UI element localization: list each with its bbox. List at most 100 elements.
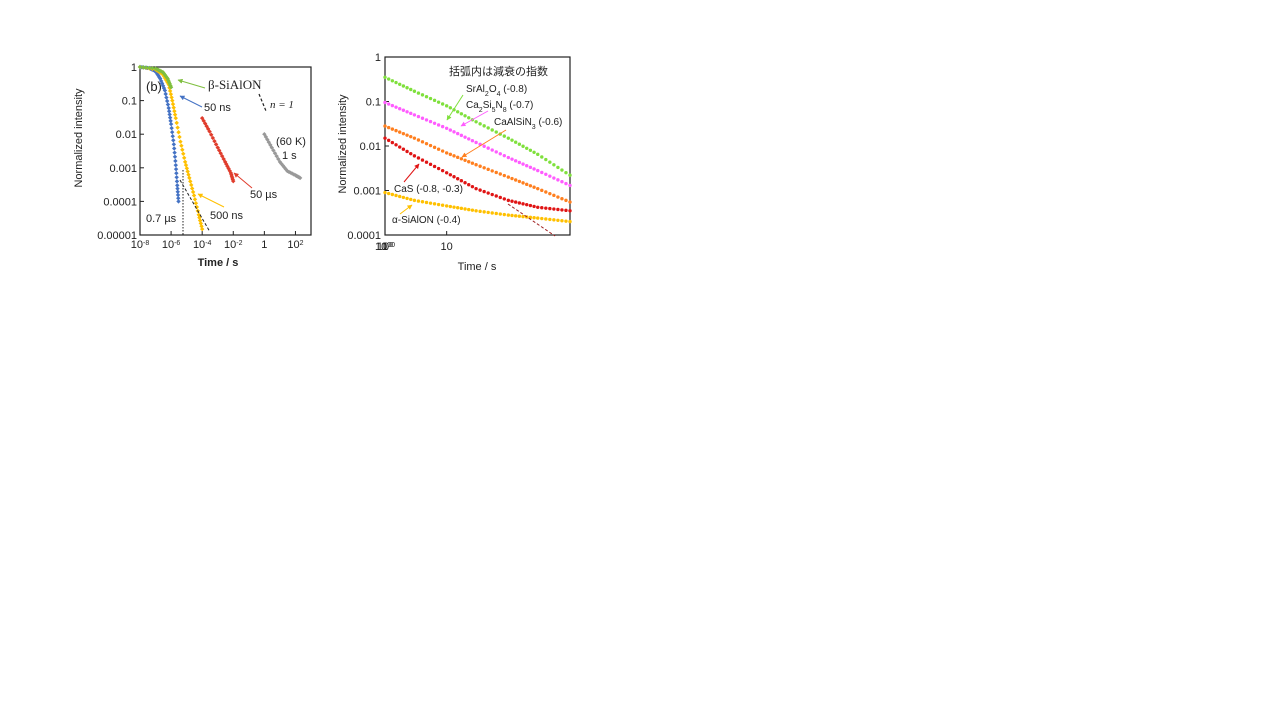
data-point [162, 88, 168, 93]
data-point [517, 179, 522, 184]
data-point [510, 199, 514, 203]
data-point [386, 102, 391, 106]
data-point [436, 147, 441, 151]
data-point [182, 159, 188, 165]
data-point [420, 200, 425, 204]
data-point [164, 95, 169, 100]
y-tick-label: 0.01 [116, 129, 137, 141]
right-y-axis-label: Normalized intensity [337, 94, 349, 194]
data-point [448, 173, 453, 177]
data-point [401, 147, 406, 151]
data-point [470, 139, 475, 143]
data-point [498, 212, 502, 216]
title-arrow [177, 78, 206, 89]
data-point [276, 156, 281, 162]
data-point [482, 124, 486, 128]
data-point [432, 202, 437, 206]
arrow-500ns [197, 193, 225, 208]
data-point [568, 200, 572, 204]
data-point [420, 140, 425, 144]
data-point [394, 105, 398, 109]
right-x-axis-label: Time / s [458, 261, 497, 273]
data-point [540, 216, 544, 221]
data-point [409, 87, 413, 92]
data-point [424, 200, 429, 205]
legend-asialon: α-SiAlON (-0.4) [392, 215, 461, 226]
data-point [394, 128, 398, 133]
x-tick-label: 100 [377, 241, 393, 253]
data-point [420, 116, 425, 120]
data-point [428, 96, 433, 101]
data-point [525, 146, 529, 150]
data-point [456, 177, 460, 181]
data-point [564, 219, 568, 223]
data-point [416, 156, 421, 160]
data-point [544, 217, 548, 221]
data-point [405, 110, 409, 114]
data-point [390, 79, 395, 83]
data-point [490, 211, 494, 215]
data-point [405, 149, 409, 154]
data-point [521, 181, 525, 185]
data-point [170, 101, 176, 107]
data-point [199, 226, 205, 232]
data-point [398, 82, 402, 86]
data-point [269, 145, 274, 150]
data-point [386, 138, 391, 143]
data-point [172, 150, 177, 155]
y-tick-label: 1 [131, 62, 137, 74]
left-title: β-SiAlON [208, 77, 262, 92]
data-point [440, 124, 445, 129]
data-point [420, 93, 425, 97]
data-point [440, 149, 445, 153]
data-point [164, 98, 170, 104]
data-point [174, 179, 180, 184]
data-point [390, 127, 395, 131]
data-point [162, 72, 168, 77]
y-tick-label: 0.001 [109, 163, 137, 175]
data-point [405, 133, 409, 137]
data-point [544, 190, 548, 194]
data-point [383, 136, 387, 140]
data-point [490, 128, 494, 132]
data-point [564, 198, 568, 203]
data-point [467, 182, 471, 187]
data-point [412, 113, 417, 117]
data-point [144, 65, 149, 70]
data-point [444, 151, 449, 155]
data-point [167, 115, 173, 120]
arrow-asialon [399, 204, 413, 215]
data-point [180, 147, 185, 152]
data-point [160, 70, 166, 75]
data-point [482, 210, 486, 214]
data-point [517, 214, 522, 218]
data-point [174, 120, 179, 126]
data-point [474, 120, 478, 124]
data-point [506, 136, 511, 140]
data-point [463, 207, 467, 211]
data-point [150, 66, 155, 71]
data-point [409, 151, 413, 156]
data-point [157, 68, 163, 73]
data-point [502, 197, 507, 201]
data-point [540, 206, 544, 210]
data-point [452, 175, 456, 179]
data-point [176, 130, 181, 135]
data-point [266, 140, 272, 145]
ann-0.7us: 0.7 µs [146, 213, 177, 225]
y-tick-label: 0.0001 [347, 230, 381, 242]
data-point [474, 209, 478, 213]
data-point [448, 204, 453, 209]
data-point [401, 84, 406, 88]
data-point [548, 206, 552, 211]
data-point [456, 131, 460, 136]
data-point [169, 129, 175, 135]
data-point [568, 183, 572, 188]
data-point [184, 166, 190, 171]
data-point [186, 172, 191, 177]
data-point [525, 202, 529, 207]
data-point [478, 122, 482, 126]
data-point [424, 160, 429, 164]
data-point [183, 162, 189, 168]
data-point [467, 116, 471, 120]
